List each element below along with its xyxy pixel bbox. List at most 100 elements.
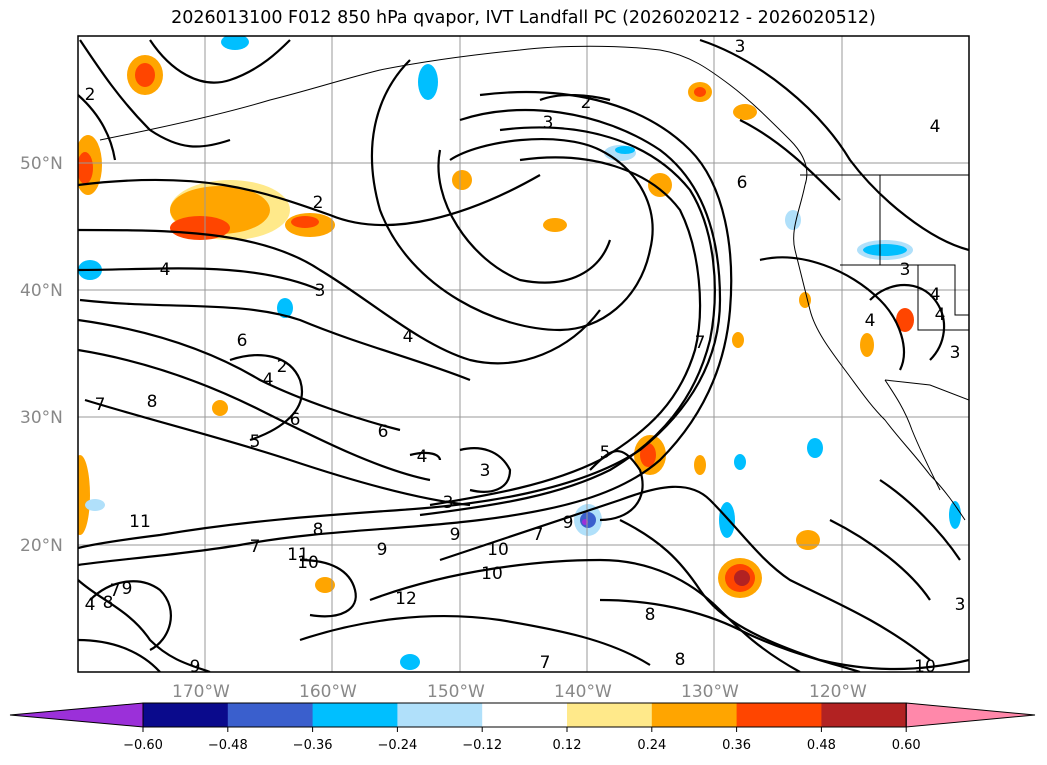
contour-line — [89, 580, 172, 651]
negative-patch — [85, 499, 105, 511]
lon-label-170w: 170°W — [172, 682, 230, 702]
contour-label: 8 — [147, 392, 158, 412]
colorbar-extend-high — [905, 702, 1036, 728]
positive-patch — [688, 82, 712, 102]
contour-label: 4 — [930, 285, 941, 305]
contour-label: 2 — [85, 85, 96, 105]
negative-patch — [221, 36, 249, 50]
positive-patch — [796, 530, 820, 550]
negative-patch — [719, 502, 735, 538]
contour-line — [419, 126, 716, 517]
graticule — [78, 36, 969, 672]
contour-label: 8 — [103, 593, 114, 613]
positive-patch — [543, 218, 567, 232]
contour-line — [459, 447, 512, 493]
colorbar-tick-label: 0.48 — [807, 738, 836, 753]
positive-patch — [170, 180, 290, 240]
contour-label: 10 — [297, 553, 319, 573]
colorbar-segment — [736, 703, 822, 727]
lat-label-20: 20°N — [20, 536, 63, 556]
contour-line — [299, 558, 357, 618]
border-state — [879, 175, 969, 316]
contour-label: 9 — [190, 657, 201, 677]
contour-line — [78, 638, 161, 672]
contour-label: 6 — [290, 410, 301, 430]
coast-alaska — [99, 45, 808, 186]
contour-line — [599, 598, 861, 672]
contour-line — [79, 298, 471, 382]
colorbar-segment — [651, 703, 738, 727]
contour-line — [589, 449, 644, 522]
contour-line — [879, 479, 961, 561]
map-area — [78, 36, 969, 672]
lon-label-120w: 120°W — [809, 682, 867, 702]
colorbar-extend-low — [9, 702, 144, 728]
colorbar-segment — [821, 703, 907, 727]
contour-line — [439, 485, 931, 661]
contour-line — [429, 156, 702, 507]
contour-label: 6 — [737, 173, 748, 193]
contour-label: 7 — [95, 395, 106, 415]
negative-patch — [785, 210, 801, 230]
negative-patch — [949, 501, 961, 529]
lon-label-150w: 150°W — [427, 682, 485, 702]
contour-label: 12 — [395, 589, 417, 609]
positive-patch — [285, 213, 335, 237]
colorbar-segment — [312, 703, 398, 727]
colorbar-segment — [482, 703, 568, 727]
positive-patch — [78, 135, 102, 195]
colorbar-tick-label: 0.60 — [892, 738, 921, 753]
contour-label: 4 — [417, 447, 428, 467]
lon-label-130w: 130°W — [681, 682, 739, 702]
positive-patch — [127, 55, 163, 95]
contour-line — [759, 256, 905, 371]
colorbar-tick-label: −0.60 — [123, 738, 163, 753]
border-state — [917, 265, 969, 331]
positive-patch — [896, 308, 914, 332]
contour-line — [409, 451, 442, 461]
contour-label: 6 — [237, 331, 248, 351]
colorbar-tick-label: 0.12 — [553, 738, 582, 753]
negative-patch — [857, 240, 913, 260]
contour-label: 3 — [955, 595, 966, 615]
colorbar-tick-label: −0.24 — [377, 738, 417, 753]
contour-label: 7 — [110, 581, 121, 601]
map-title: 2026013100 F012 850 hPa qvapor, IVT Land… — [171, 8, 876, 28]
negative-patch — [418, 64, 438, 100]
negative-patch — [734, 454, 746, 470]
contour-label: 3 — [480, 461, 491, 481]
contour-label: 2 — [581, 93, 592, 113]
coast-westcoast — [793, 184, 966, 521]
coast-baja — [884, 379, 941, 491]
colorbar-tick-label: 0.36 — [722, 738, 751, 753]
contour-line — [78, 90, 733, 567]
shading-patches — [78, 36, 961, 670]
colorbar: −0.60 −0.48 −0.36 −0.24 −0.12 0.12 0.24 0.36 0.4… — [9, 702, 1036, 753]
contour-label: 5 — [600, 443, 611, 463]
colorbar-segment — [227, 703, 314, 727]
colorbar-segment — [397, 703, 483, 727]
contour-label: 8 — [675, 650, 686, 670]
contour-label: 3 — [900, 260, 911, 280]
border-mexico — [884, 379, 969, 401]
contour-line — [149, 39, 291, 84]
contour-label: 3 — [735, 37, 746, 57]
colorbar-tick-label: −0.12 — [462, 738, 502, 753]
positive-patch — [732, 332, 744, 348]
positive-patch — [78, 455, 90, 535]
negative-patch — [400, 654, 420, 670]
colorbar-tick-label: −0.36 — [293, 738, 333, 753]
contour-line — [437, 149, 612, 284]
lat-label-30: 30°N — [20, 408, 63, 428]
contour-label: 4 — [263, 370, 274, 390]
positive-patch — [452, 170, 472, 190]
coastline — [99, 45, 969, 521]
negative-patch — [604, 145, 636, 161]
contour-line — [369, 558, 801, 672]
contour-label: 7 — [533, 525, 544, 545]
lat-label-50: 50°N — [20, 154, 63, 174]
contour-label: 10 — [481, 564, 503, 584]
positive-patch — [733, 104, 757, 120]
contour-label: 10 — [487, 540, 509, 560]
